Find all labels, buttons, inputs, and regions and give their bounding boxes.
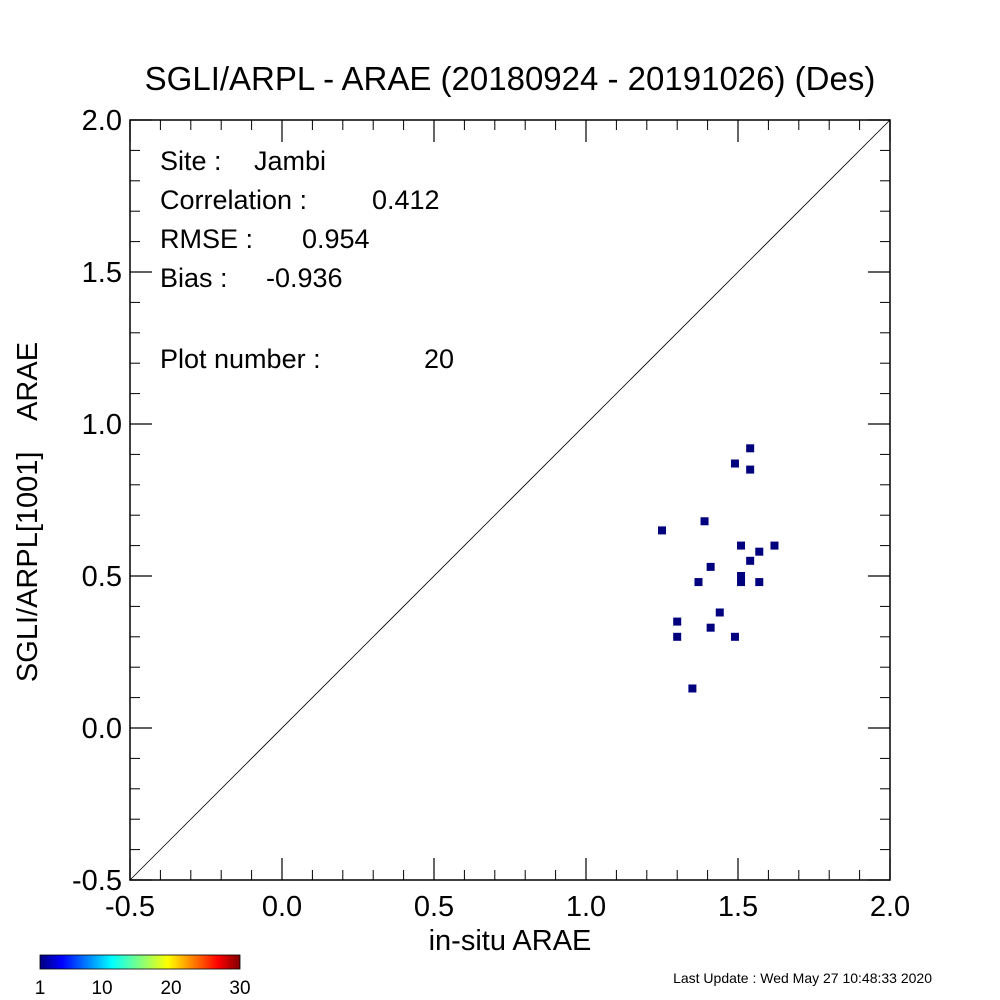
stats-box: Site : Jambi Correlation : 0.412 RMSE : … xyxy=(160,146,454,374)
data-point xyxy=(755,547,764,556)
stat-rmse-value: 0.954 xyxy=(302,224,370,254)
major-ticks xyxy=(129,119,891,881)
data-point xyxy=(737,572,746,580)
one-to-one-line xyxy=(129,119,891,881)
stat-correlation-value: 0.412 xyxy=(372,185,440,215)
data-point xyxy=(688,684,697,693)
plot-area xyxy=(129,119,891,881)
y-tick-label: 0.5 xyxy=(82,561,122,593)
data-point xyxy=(755,578,764,587)
data-point xyxy=(694,578,703,587)
data-point xyxy=(746,556,755,565)
data-point xyxy=(706,623,715,632)
x-axis-label: in-situ ARAE xyxy=(429,925,592,957)
x-tick-label: 1.5 xyxy=(718,891,758,923)
y-tick-labels: -0.5 0.0 0.5 1.0 1.5 2.0 xyxy=(72,105,122,897)
stat-site-value: Jambi xyxy=(254,146,326,176)
stat-site-label: Site : xyxy=(160,146,222,176)
stat-bias-value: -0.936 xyxy=(266,263,343,293)
x-tick-label: 2.0 xyxy=(870,891,910,923)
data-point xyxy=(737,578,746,587)
data-point xyxy=(700,517,709,526)
data-point xyxy=(770,541,779,550)
colorbar-tick-label: 30 xyxy=(229,978,250,999)
stat-rmse-label: RMSE : xyxy=(160,224,253,254)
data-point xyxy=(730,632,739,641)
data-point xyxy=(746,465,755,474)
stat-plot-number-value: 20 xyxy=(424,344,454,374)
data-point xyxy=(658,526,666,535)
x-tick-label: 0.0 xyxy=(262,891,302,923)
y-axis-label: SGLI/ARPL[1001] ARAE xyxy=(12,342,44,682)
data-point xyxy=(730,459,739,468)
plot-frame xyxy=(129,119,891,881)
data-point xyxy=(746,444,755,453)
y-tick-label: 0.0 xyxy=(82,713,122,745)
x-tick-label: 1.0 xyxy=(566,891,606,923)
x-tick-label: -0.5 xyxy=(105,891,155,923)
y-tick-label: -0.5 xyxy=(72,865,122,897)
data-points xyxy=(658,444,779,693)
data-point xyxy=(706,562,715,571)
colorbar-tick-label: 10 xyxy=(91,978,112,999)
y-tick-label: 2.0 xyxy=(82,105,122,137)
y-tick-label: 1.5 xyxy=(82,257,122,289)
stat-bias-label: Bias : xyxy=(160,263,228,293)
x-tick-labels: -0.5 0.0 0.5 1.0 1.5 2.0 xyxy=(105,891,910,923)
y-tick-label: 1.0 xyxy=(82,409,122,441)
colorbar-tick-label: 20 xyxy=(160,978,181,999)
colorbar-gradient xyxy=(39,954,241,970)
chart-title: SGLI/ARPL - ARAE (20180924 - 20191026) (… xyxy=(145,60,876,97)
stat-plot-number-label: Plot number : xyxy=(160,344,321,374)
data-point xyxy=(673,632,682,641)
x-tick-label: 0.5 xyxy=(414,891,454,923)
stat-correlation-label: Correlation : xyxy=(160,185,307,215)
last-update-text: Last Update : Wed May 27 10:48:33 2020 xyxy=(673,970,932,986)
minor-ticks xyxy=(130,120,890,880)
colorbar: 1 10 20 30 xyxy=(35,954,251,999)
colorbar-tick-labels: 1 10 20 30 xyxy=(35,978,251,999)
data-point xyxy=(737,541,746,550)
data-point xyxy=(715,608,724,617)
colorbar-tick-label: 1 xyxy=(35,978,46,999)
data-point xyxy=(673,617,682,626)
